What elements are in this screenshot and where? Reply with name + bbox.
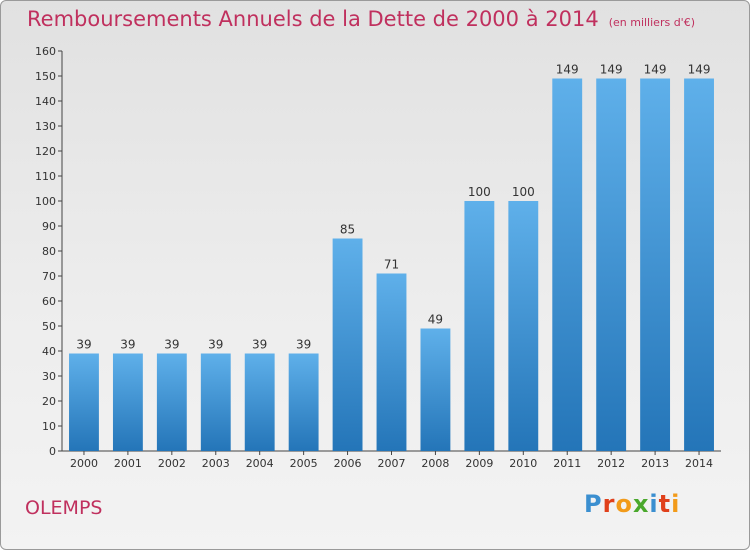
x-tick-label: 2005 xyxy=(290,457,318,470)
data-label: 85 xyxy=(340,223,355,237)
x-axis: 2000 2001 2002 2003 2004 2005 2006 2007 2008 2009… xyxy=(62,450,721,470)
logo-letter: P xyxy=(584,490,603,518)
bar[interactable] xyxy=(640,78,671,452)
y-tick-label: 120 xyxy=(35,145,56,158)
proxiti-logo[interactable]: Proxiti xyxy=(584,490,680,518)
x-tick-label: 2012 xyxy=(597,457,625,470)
bar[interactable] xyxy=(112,353,143,452)
y-tick-label: 80 xyxy=(42,245,56,258)
data-label: 71 xyxy=(384,258,399,272)
data-label: 39 xyxy=(296,338,311,352)
data-label: 39 xyxy=(120,338,135,352)
bar[interactable] xyxy=(508,201,539,451)
bar[interactable] xyxy=(200,353,231,452)
bar[interactable] xyxy=(288,353,319,452)
x-tick-label: 2002 xyxy=(158,457,186,470)
bar[interactable] xyxy=(156,353,187,452)
y-tick-label: 150 xyxy=(35,70,56,83)
bar[interactable] xyxy=(464,201,495,451)
y-tick-label: 110 xyxy=(35,170,56,183)
data-label: 39 xyxy=(164,338,179,352)
logo-letter: x xyxy=(632,490,650,518)
x-tick-label: 2007 xyxy=(378,457,406,470)
y-tick-label: 160 xyxy=(35,45,56,58)
place-name: OLEMPS xyxy=(25,497,103,519)
logo-letter: t xyxy=(658,490,672,518)
x-tick-label: 2006 xyxy=(334,457,362,470)
y-tick-label: 130 xyxy=(35,120,56,133)
x-tick-label: 2000 xyxy=(70,457,98,470)
y-tick-label: 140 xyxy=(35,95,56,108)
data-label: 49 xyxy=(428,313,443,327)
data-label: 149 xyxy=(556,63,579,77)
logo-letter: i xyxy=(671,490,681,518)
x-tick-label: 2010 xyxy=(509,457,537,470)
bar[interactable] xyxy=(376,273,407,452)
x-tick-label: 2014 xyxy=(685,457,713,470)
data-label: 39 xyxy=(208,338,223,352)
bar[interactable] xyxy=(69,353,99,452)
x-tick-label: 2001 xyxy=(114,457,142,470)
x-tick-label: 2004 xyxy=(246,457,274,470)
x-tick-label: 2003 xyxy=(202,457,230,470)
y-tick-label: 40 xyxy=(42,345,56,358)
data-label: 149 xyxy=(688,63,711,77)
y-tick-label: 20 xyxy=(42,395,56,408)
bar[interactable] xyxy=(684,78,714,452)
logo-letter: i xyxy=(649,490,659,518)
bar[interactable] xyxy=(596,78,627,452)
data-label: 39 xyxy=(76,338,91,352)
data-label: 100 xyxy=(468,185,491,199)
y-tick-label: 60 xyxy=(42,295,56,308)
y-tick-label: 0 xyxy=(49,445,56,458)
x-tick-label: 2011 xyxy=(553,457,581,470)
logo-letter: o xyxy=(615,490,633,518)
data-label: 100 xyxy=(512,185,535,199)
y-tick-label: 100 xyxy=(35,195,56,208)
x-tick-label: 2013 xyxy=(641,457,669,470)
data-label: 149 xyxy=(600,63,623,77)
x-tick-label: 2009 xyxy=(465,457,493,470)
bar[interactable] xyxy=(332,238,363,452)
y-tick-label: 30 xyxy=(42,370,56,383)
y-tick-label: 10 xyxy=(42,420,56,433)
y-tick-label: 90 xyxy=(42,220,56,233)
bars: 39 39 39 39 39 39 85 71 49 100 100 149 149 149 149 xyxy=(69,63,714,452)
logo-letter: r xyxy=(602,490,616,518)
y-tick-label: 70 xyxy=(42,270,56,283)
bar[interactable] xyxy=(420,328,451,452)
y-tick-label: 50 xyxy=(42,320,56,333)
data-label: 149 xyxy=(644,63,667,77)
x-tick-label: 2008 xyxy=(421,457,449,470)
bar[interactable] xyxy=(244,353,275,452)
bar[interactable] xyxy=(552,78,583,452)
y-axis: 0 10 20 30 40 50 60 70 80 90 100 110 120 130 140 150 160 xyxy=(35,45,63,458)
data-label: 39 xyxy=(252,338,267,352)
chart-title-text: Remboursements Annuels de la Dette de 20… xyxy=(27,7,599,31)
chart-title: Remboursements Annuels de la Dette de 20… xyxy=(27,7,695,31)
chart-subtitle: (en milliers d'€) xyxy=(608,16,695,29)
